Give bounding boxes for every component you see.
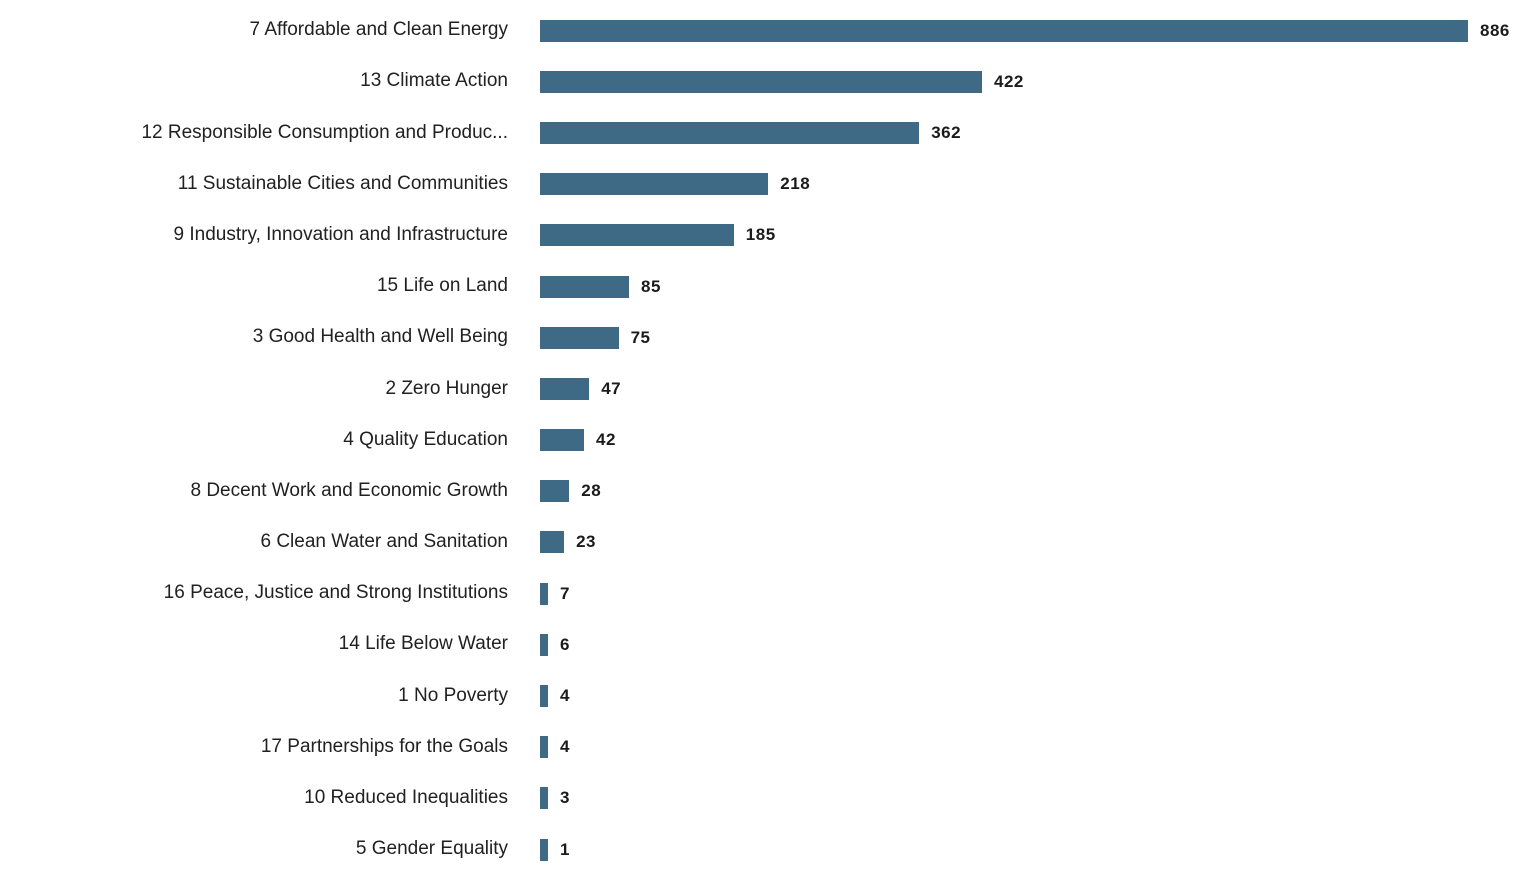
category-label: 15 Life on Land (376, 275, 508, 297)
bar-area: 47 (540, 363, 1527, 414)
category-label: 16 Peace, Justice and Strong Institution… (163, 582, 508, 604)
bar-row: 2 Zero Hunger 47 (0, 363, 1527, 414)
category-label: 7 Affordable and Clean Energy (249, 19, 508, 41)
category-label: 10 Reduced Inequalities (304, 787, 508, 808)
bar (540, 70, 982, 93)
category-label: 2 Zero Hunger (385, 377, 508, 399)
bar-row: 5 Gender Equality 1 (0, 824, 1527, 871)
bar-area: 23 (540, 517, 1527, 568)
category-label: 13 Climate Action (360, 70, 508, 92)
bar-area: 7 (540, 568, 1527, 619)
value-label: 28 (581, 481, 602, 501)
bar (540, 326, 619, 349)
value-label: 218 (780, 174, 811, 194)
category-label: 8 Decent Work and Economic Growth (190, 479, 508, 501)
category-label: 4 Quality Education (343, 428, 508, 450)
bar-area: 42 (540, 415, 1527, 466)
bar (540, 480, 570, 503)
bar-row: 8 Decent Work and Economic Growth 28 (0, 466, 1527, 517)
value-label: 47 (601, 378, 622, 398)
bar-row: 16 Peace, Justice and Strong Institution… (0, 568, 1527, 619)
bar-row: 12 Responsible Consumption and Produc...… (0, 107, 1527, 158)
bar-row: 1 No Poverty 4 (0, 670, 1527, 721)
bar-area: 3 (540, 773, 1527, 824)
bar-row: 9 Industry, Innovation and Infrastructur… (0, 210, 1527, 261)
value-label: 362 (931, 122, 962, 142)
bar-area: 362 (540, 107, 1527, 158)
category-label: 14 Life Below Water (338, 633, 508, 655)
bar (540, 685, 548, 708)
bar-area: 4 (540, 722, 1527, 773)
bar (540, 173, 769, 196)
bar (540, 582, 548, 605)
bar (540, 121, 920, 144)
value-label: 886 (1480, 20, 1510, 40)
bar-area: 85 (540, 261, 1527, 312)
bar-area: 28 (540, 466, 1527, 517)
value-label: 185 (745, 225, 776, 245)
category-label: 12 Responsible Consumption and Produc... (141, 121, 508, 143)
bar-row: 17 Partnerships for the Goals 4 (0, 722, 1527, 773)
bar-area: 6 (540, 619, 1527, 670)
category-label: 1 No Poverty (398, 684, 508, 706)
category-label: 17 Partnerships for the Goals (260, 735, 508, 757)
value-label: 4 (560, 686, 570, 706)
value-label: 23 (576, 532, 597, 552)
bar (540, 736, 548, 759)
value-label: 75 (630, 327, 651, 347)
value-label: 1 (560, 839, 570, 859)
category-label: 11 Sustainable Cities and Communities (177, 172, 508, 194)
category-label: 9 Industry, Innovation and Infrastructur… (173, 223, 508, 245)
bar (540, 275, 629, 298)
bar-row: 14 Life Below Water 6 (0, 619, 1527, 670)
value-label: 422 (994, 71, 1024, 91)
value-label: 4 (560, 737, 570, 757)
bar-row: 3 Good Health and Well Being 75 (0, 312, 1527, 363)
bar-area: 75 (540, 312, 1527, 363)
bar-row: 7 Affordable and Clean Energy 886 (0, 5, 1527, 56)
category-label: 6 Clean Water and Sanitation (260, 531, 508, 553)
bar-row: 15 Life on Land 85 (0, 261, 1527, 312)
value-label: 42 (596, 430, 616, 450)
bar (540, 838, 548, 861)
bar-row: 6 Clean Water and Sanitation 23 (0, 517, 1527, 568)
bar-area: 422 (540, 56, 1527, 107)
value-label: 85 (641, 276, 661, 296)
category-label: 5 Gender Equality (355, 838, 508, 860)
bar (540, 429, 584, 452)
bar (540, 377, 590, 400)
bar-row: 10 Reduced Inequalities 3 (0, 773, 1527, 824)
bar-area: 1 (540, 824, 1527, 871)
bar-row: 4 Quality Education 42 (0, 415, 1527, 466)
bar (540, 224, 734, 247)
value-label: 6 (560, 634, 570, 654)
bar-area: 218 (540, 159, 1527, 210)
bar-row: 11 Sustainable Cities and Communities 21… (0, 159, 1527, 210)
bar-area: 185 (540, 210, 1527, 261)
bar-row: 13 Climate Action 422 (0, 56, 1527, 107)
bar (540, 19, 1468, 42)
value-label: 7 (560, 583, 570, 603)
bar-area: 4 (540, 670, 1527, 721)
bar-area: 886 (540, 5, 1527, 56)
bar (540, 531, 565, 554)
value-label: 3 (560, 788, 570, 808)
category-label: 3 Good Health and Well Being (252, 326, 508, 348)
bar (540, 633, 548, 656)
bar (540, 787, 548, 810)
